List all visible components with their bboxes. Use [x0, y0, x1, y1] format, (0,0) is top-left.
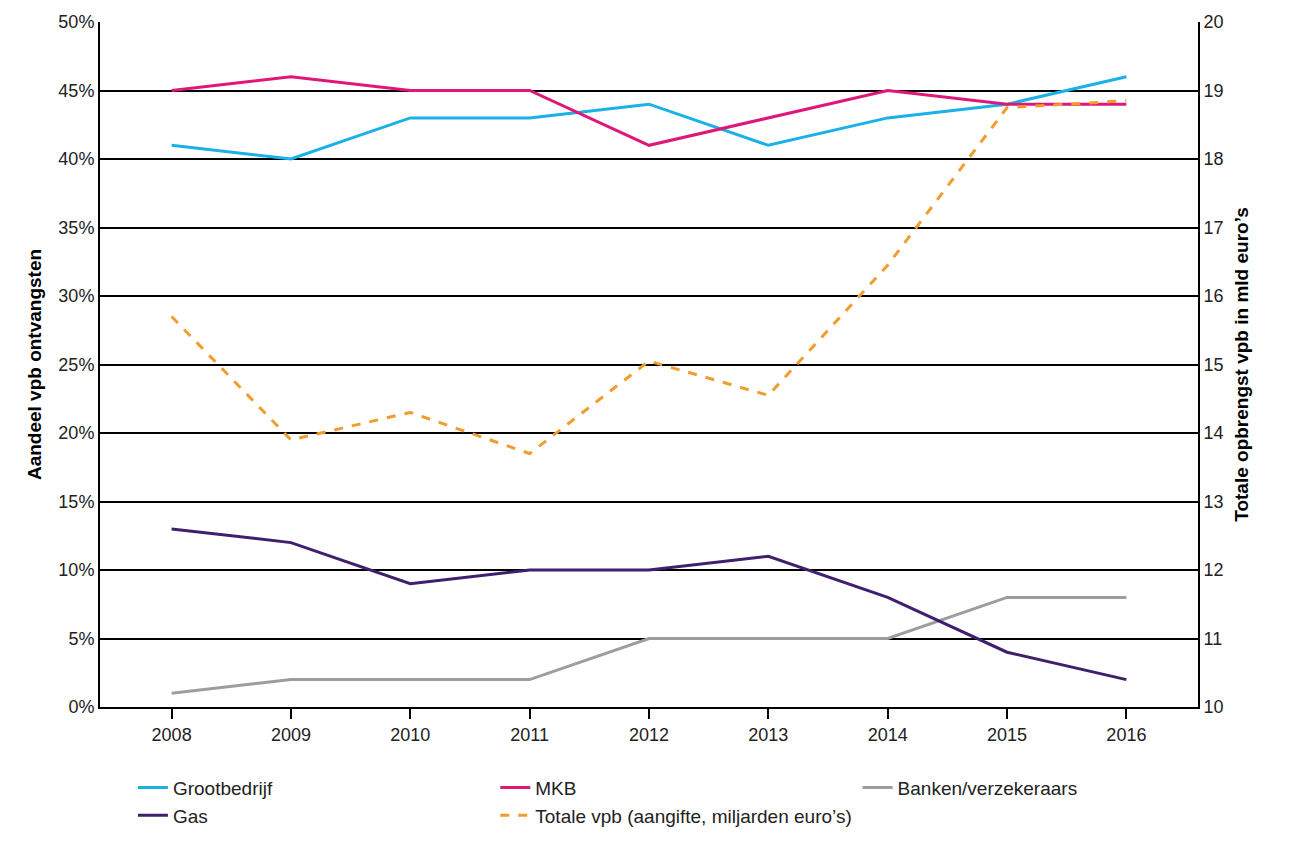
svg-text:Totale opbrengst vpb in mld eu: Totale opbrengst vpb in mld euro’s — [1231, 207, 1252, 522]
svg-text:Totale vpb (aangifte, miljarde: Totale vpb (aangifte, miljarden euro’s) — [535, 806, 851, 827]
svg-text:2016: 2016 — [1106, 725, 1146, 745]
svg-text:13: 13 — [1204, 492, 1224, 512]
svg-text:2008: 2008 — [152, 725, 192, 745]
svg-text:10%: 10% — [58, 560, 94, 580]
svg-text:2015: 2015 — [987, 725, 1027, 745]
svg-text:35%: 35% — [58, 218, 94, 238]
svg-text:MKB: MKB — [535, 778, 576, 799]
svg-text:0%: 0% — [68, 697, 94, 717]
svg-text:20%: 20% — [58, 423, 94, 443]
svg-text:45%: 45% — [58, 81, 94, 101]
svg-text:2012: 2012 — [629, 725, 669, 745]
svg-text:11: 11 — [1204, 629, 1223, 649]
svg-text:2010: 2010 — [390, 725, 430, 745]
svg-text:2011: 2011 — [510, 725, 549, 745]
svg-text:15: 15 — [1204, 355, 1224, 375]
svg-text:Grootbedrijf: Grootbedrijf — [173, 778, 273, 799]
svg-text:18: 18 — [1204, 149, 1224, 169]
svg-text:12: 12 — [1204, 560, 1224, 580]
svg-text:Banken/verzekeraars: Banken/verzekeraars — [898, 778, 1078, 799]
svg-text:30%: 30% — [58, 286, 94, 306]
svg-text:19: 19 — [1204, 81, 1224, 101]
svg-text:Aandeel vpb ontvangsten: Aandeel vpb ontvangsten — [24, 249, 45, 480]
svg-text:2009: 2009 — [271, 725, 311, 745]
svg-text:16: 16 — [1204, 286, 1224, 306]
svg-text:2014: 2014 — [868, 725, 908, 745]
svg-text:50%: 50% — [58, 12, 94, 32]
svg-text:5%: 5% — [68, 629, 94, 649]
svg-text:10: 10 — [1204, 697, 1224, 717]
svg-text:15%: 15% — [58, 492, 94, 512]
svg-text:Gas: Gas — [173, 806, 208, 827]
svg-text:20: 20 — [1204, 12, 1224, 32]
svg-text:40%: 40% — [58, 149, 94, 169]
svg-text:2013: 2013 — [748, 725, 788, 745]
svg-text:14: 14 — [1204, 423, 1224, 443]
svg-text:17: 17 — [1204, 218, 1224, 238]
svg-text:25%: 25% — [58, 355, 94, 375]
